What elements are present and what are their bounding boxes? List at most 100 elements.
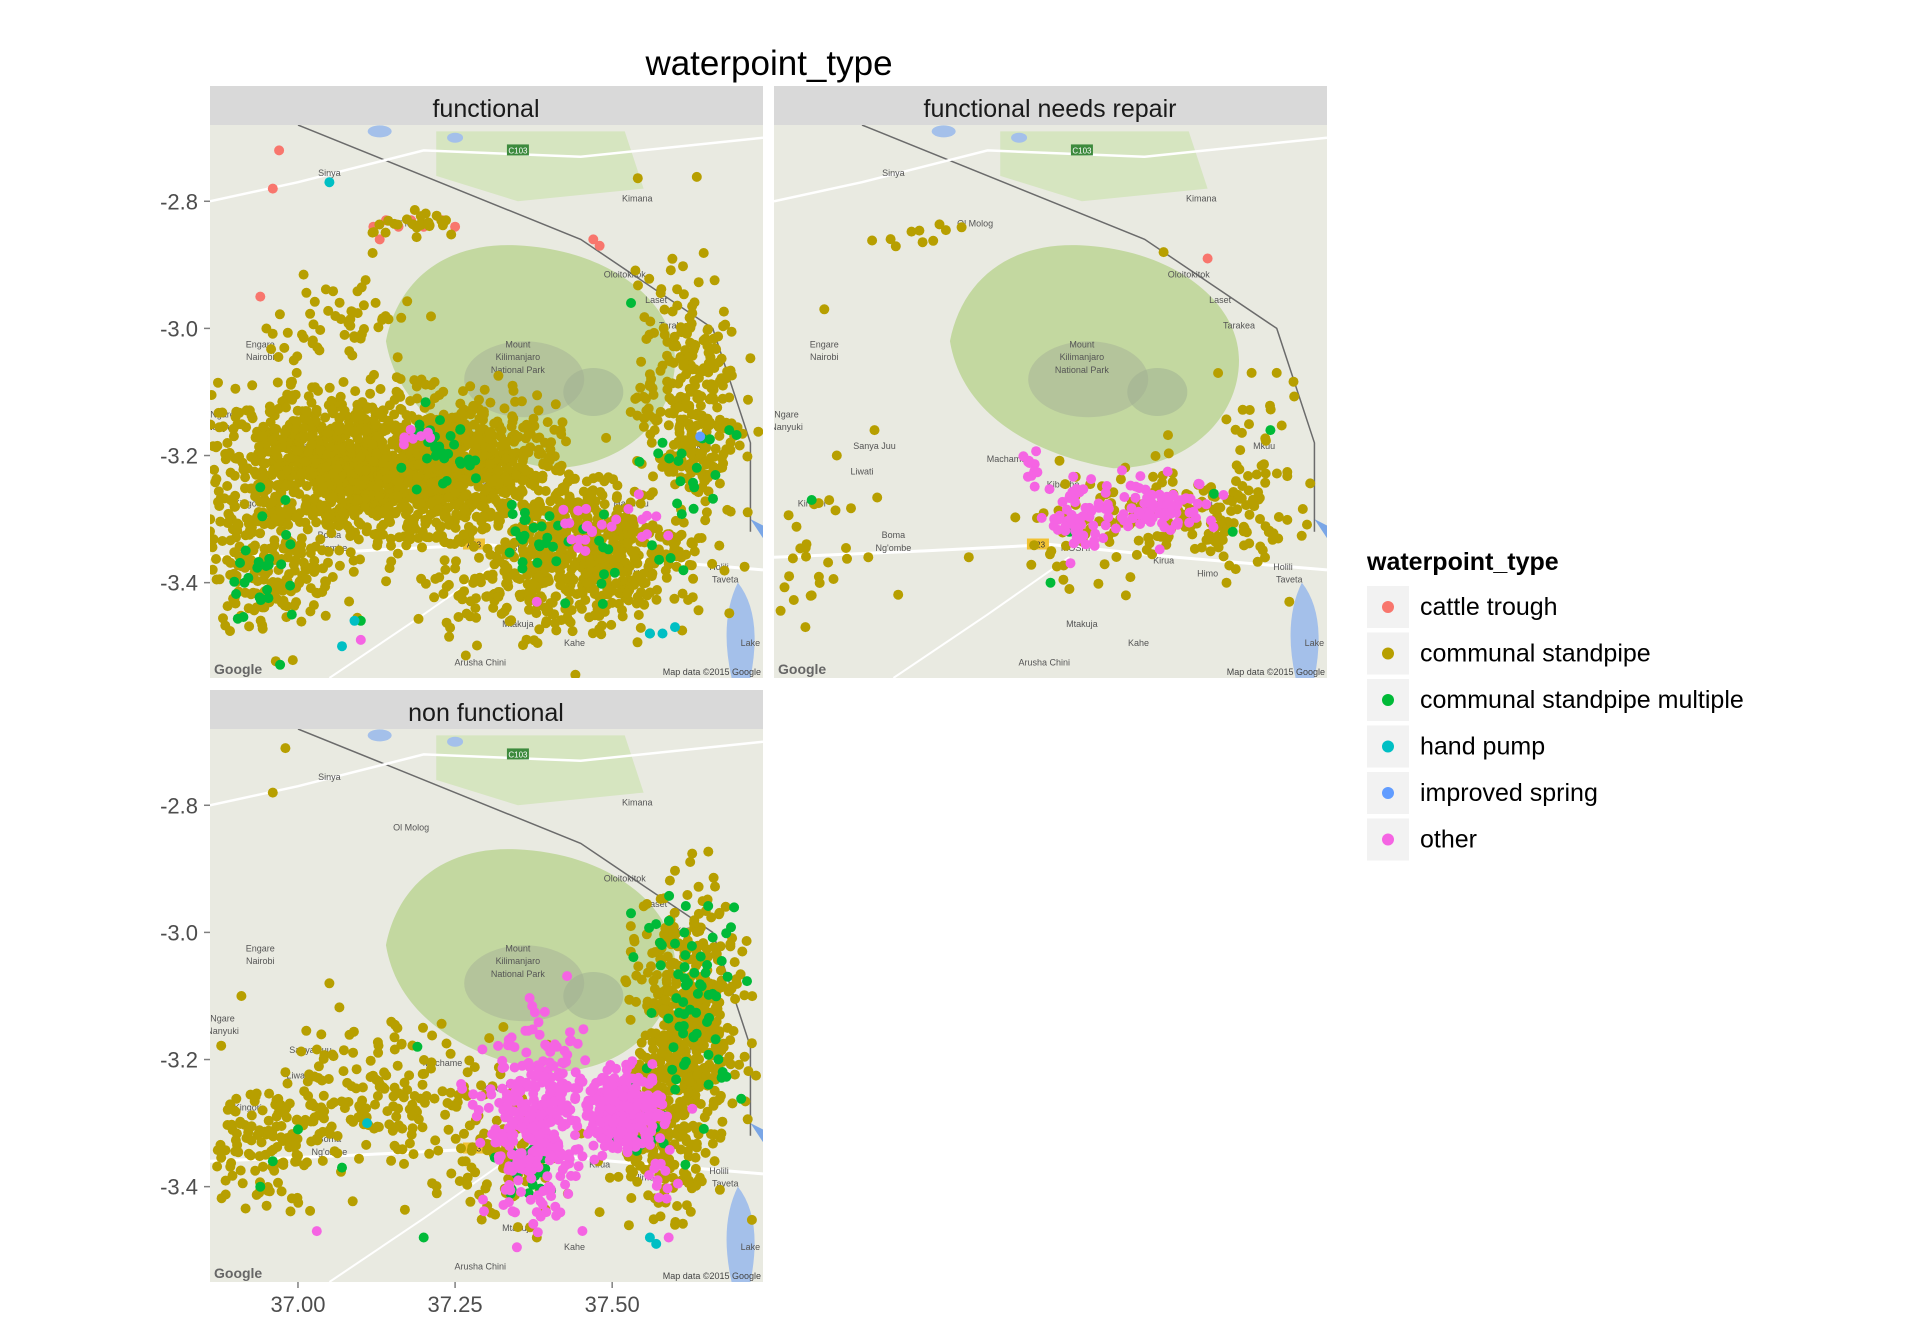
place-label: Kirua <box>1153 556 1174 566</box>
data-point <box>653 448 664 459</box>
data-point <box>322 428 333 439</box>
data-point <box>524 604 534 615</box>
data-point <box>561 436 571 447</box>
data-point <box>562 971 573 982</box>
data-point <box>459 574 469 585</box>
data-point <box>578 1024 589 1035</box>
data-point <box>685 857 696 867</box>
data-point <box>426 380 437 391</box>
place-label: National Park <box>491 365 546 375</box>
data-point <box>315 325 326 335</box>
data-point <box>673 456 684 466</box>
data-point <box>863 552 874 563</box>
data-point <box>210 419 216 430</box>
data-point <box>489 418 500 429</box>
data-point <box>1237 481 1248 491</box>
place-label: Laset <box>1209 295 1232 305</box>
data-point <box>714 430 725 441</box>
data-point <box>594 535 605 546</box>
data-point <box>532 1227 543 1238</box>
data-point <box>345 442 356 453</box>
data-point <box>544 511 555 522</box>
data-point <box>550 399 561 410</box>
data-point <box>458 386 468 397</box>
data-point <box>696 533 707 543</box>
data-point <box>441 476 452 486</box>
data-point <box>1061 504 1072 515</box>
data-point <box>606 521 617 532</box>
data-point <box>714 907 725 918</box>
pond <box>367 729 392 742</box>
data-point <box>246 1135 257 1146</box>
data-point <box>286 609 297 620</box>
map-panel: C103A23SinyaKimanaOl MologOloitokitokLas… <box>206 729 763 1282</box>
place-label: Nanyuki <box>206 1026 239 1036</box>
data-point <box>338 1066 349 1077</box>
data-point <box>493 370 504 381</box>
data-point <box>664 890 675 901</box>
data-point <box>1260 552 1270 563</box>
data-point <box>262 1185 273 1196</box>
data-point <box>663 530 674 541</box>
data-point <box>743 394 753 405</box>
data-point <box>727 981 738 992</box>
data-point <box>459 1128 469 1139</box>
data-point <box>431 1181 442 1192</box>
data-point <box>216 1152 227 1163</box>
data-point <box>395 374 406 384</box>
data-point <box>709 1156 720 1167</box>
data-point <box>823 557 834 568</box>
data-point <box>353 517 364 528</box>
data-point <box>725 365 736 376</box>
data-point <box>290 512 301 523</box>
data-point <box>392 1060 403 1071</box>
data-point <box>476 501 487 512</box>
data-point <box>532 390 543 401</box>
data-point <box>404 1070 415 1081</box>
data-point <box>586 490 597 501</box>
data-point <box>657 437 668 448</box>
data-point <box>633 610 644 620</box>
road-label: C103 <box>508 750 528 759</box>
data-point <box>350 412 361 423</box>
data-point <box>529 1007 540 1018</box>
data-point <box>636 356 647 367</box>
place-label: Taveta <box>1276 575 1303 585</box>
data-point <box>693 908 704 919</box>
data-point <box>372 1121 383 1132</box>
data-point <box>275 1132 286 1143</box>
data-point <box>285 580 296 591</box>
data-point <box>710 881 720 892</box>
place-label: Ng'ombe <box>876 543 912 553</box>
data-point <box>454 1176 465 1187</box>
data-point <box>686 941 697 951</box>
data-point <box>715 941 726 952</box>
data-point <box>846 503 856 514</box>
data-point <box>1031 446 1042 457</box>
place-label: Laset <box>645 899 668 909</box>
data-point <box>370 297 381 308</box>
data-point <box>500 508 511 519</box>
place-label: Ng'ombe <box>312 1147 348 1157</box>
data-point <box>255 615 266 626</box>
data-point <box>545 598 556 609</box>
data-point <box>339 1097 350 1108</box>
data-point <box>1162 466 1173 477</box>
data-point <box>638 421 649 432</box>
data-point <box>742 507 753 518</box>
data-point <box>580 534 591 545</box>
data-point <box>463 454 474 465</box>
map-panel: C103A23SinyaKimanaOl MologOloitokitokLas… <box>210 125 763 678</box>
data-point <box>715 965 726 976</box>
data-point <box>806 590 817 601</box>
data-point <box>668 1042 679 1053</box>
data-point <box>446 229 457 240</box>
data-point <box>668 439 679 450</box>
data-point <box>287 655 298 666</box>
place-label: Engare <box>246 339 275 349</box>
data-point <box>386 1155 397 1166</box>
data-point <box>616 547 627 557</box>
data-point <box>378 458 389 469</box>
data-point <box>439 537 450 548</box>
data-point <box>507 411 518 422</box>
